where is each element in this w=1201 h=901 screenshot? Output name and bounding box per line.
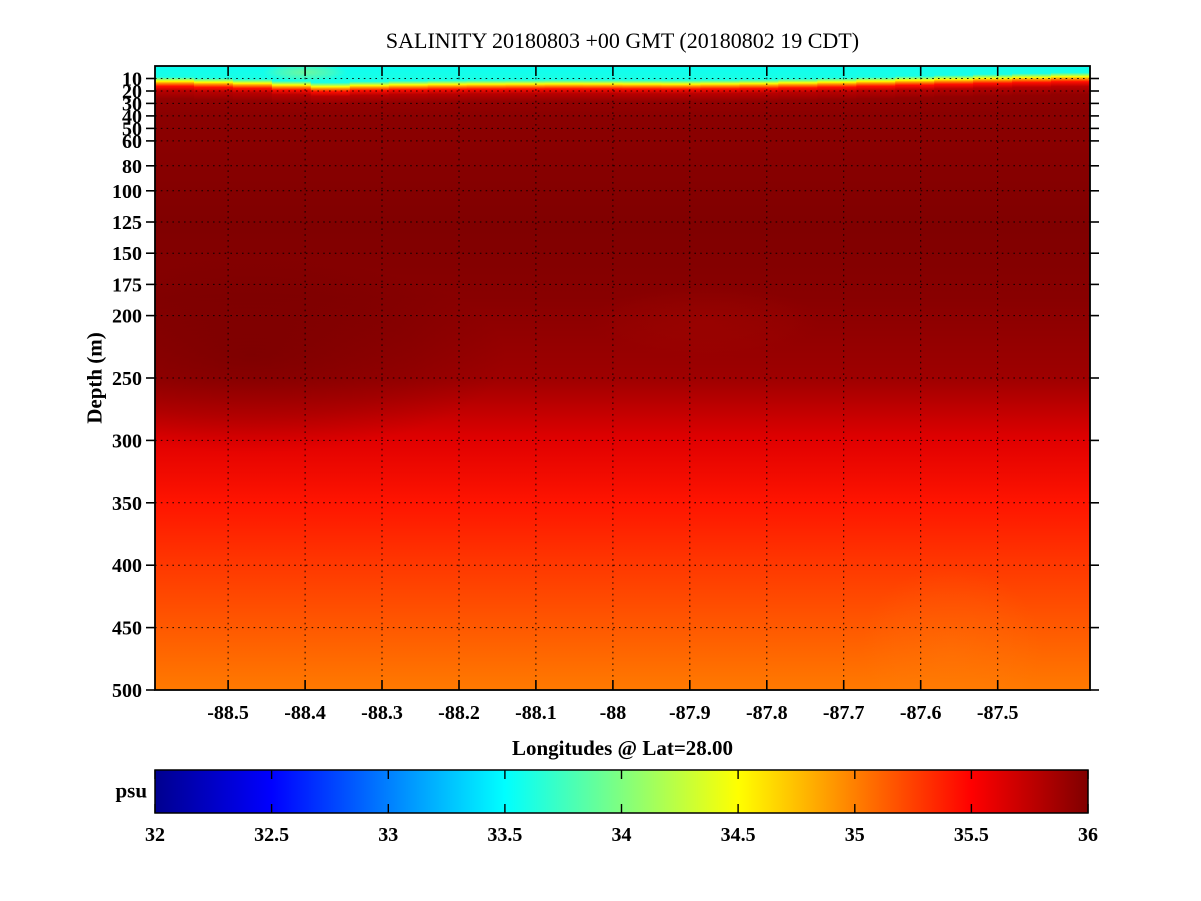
x-tick-label: -87.5 xyxy=(977,702,1019,724)
x-tick-label: -87.8 xyxy=(746,702,788,724)
colorbar-tick-label: 35.5 xyxy=(954,824,989,846)
colorbar-tick-label: 33 xyxy=(378,824,398,846)
x-tick-label: -88.5 xyxy=(207,702,249,724)
x-axis-label: Longitudes @ Lat=28.00 xyxy=(511,736,734,760)
x-tick-label: -88 xyxy=(600,702,627,724)
colorbar-tick-label: 35 xyxy=(845,824,865,846)
y-tick-label: 400 xyxy=(112,555,142,577)
y-tick-label: 500 xyxy=(112,680,142,702)
axis-ticks xyxy=(146,66,1099,691)
y-tick-label: 40 xyxy=(122,106,142,128)
y-tick-label: 50 xyxy=(122,118,142,140)
y-tick-label: 200 xyxy=(112,306,142,328)
colorbar-unit-label: psu xyxy=(115,778,147,803)
heatmap-anomalies xyxy=(155,66,1044,690)
y-tick-label: 20 xyxy=(122,81,142,103)
figure-title: SALINITY 20180803 +00 GMT (20180802 19 C… xyxy=(385,28,860,53)
colorbar: 32 32.5 33 33.5 34 34.5 35 35.5 36 xyxy=(145,769,1098,846)
y-tick-label: 450 xyxy=(112,618,142,640)
x-tick-label: -88.1 xyxy=(515,702,557,724)
x-tick-label: -87.6 xyxy=(900,702,942,724)
y-tick-label: 175 xyxy=(112,274,142,296)
colorbar-tick-label: 32.5 xyxy=(254,824,289,846)
x-tick-label: -87.9 xyxy=(669,702,711,724)
y-tick-label: 10 xyxy=(122,69,142,91)
x-tick-label: -88.4 xyxy=(284,702,326,724)
colorbar-tick-label: 34 xyxy=(612,824,632,846)
y-axis-label: Depth (m) xyxy=(82,332,107,424)
x-tick-label: -88.3 xyxy=(361,702,403,724)
colorbar-tick-label: 34.5 xyxy=(721,824,756,846)
colorbar-tick-label: 36 xyxy=(1078,824,1098,846)
colorbar-tick-label: 33.5 xyxy=(487,824,522,846)
y-tick-label: 250 xyxy=(112,368,142,390)
colorbar-tick-label: 32 xyxy=(145,824,165,846)
y-tick-label: 100 xyxy=(112,181,142,203)
y-tick-label: 60 xyxy=(122,131,142,153)
y-tick-label: 350 xyxy=(112,493,142,515)
y-tick-label: 80 xyxy=(122,156,142,178)
y-tick-label: 300 xyxy=(112,430,142,452)
plot-border xyxy=(154,65,1091,691)
x-tick-label: -88.2 xyxy=(438,702,480,724)
y-tick-label: 30 xyxy=(122,93,142,115)
y-tick-label: 150 xyxy=(112,243,142,265)
x-tick-label: -87.7 xyxy=(823,702,865,724)
y-tick-label: 125 xyxy=(112,212,142,234)
